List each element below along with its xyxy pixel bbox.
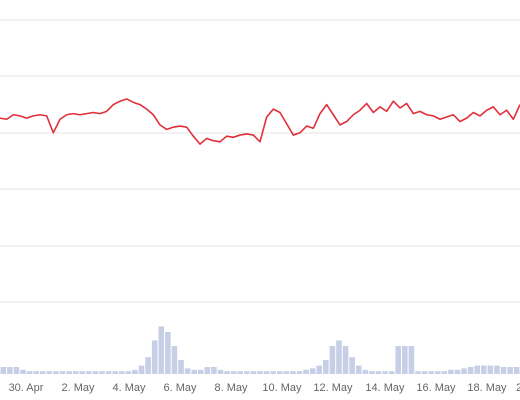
volume-bar xyxy=(402,346,408,374)
x-tick-label: 16. May xyxy=(416,382,456,394)
x-tick-label: 18. May xyxy=(467,382,507,394)
volume-bar xyxy=(303,369,309,374)
volume-bar xyxy=(184,368,191,374)
volume-bar xyxy=(237,371,244,374)
volume-bar xyxy=(329,346,336,374)
volume-bar xyxy=(59,371,66,374)
volume-bar xyxy=(171,346,178,374)
volume-bar xyxy=(138,365,145,374)
x-tick-label: 14. May xyxy=(365,382,405,394)
x-tick-label: 6. May xyxy=(163,382,197,394)
volume-bar xyxy=(382,371,388,374)
volume-bar xyxy=(99,371,105,374)
volume-bar xyxy=(494,365,500,374)
volume-bar xyxy=(336,340,342,374)
volume-bar xyxy=(191,369,197,374)
volume-bar xyxy=(211,367,217,374)
volume-bar xyxy=(467,367,474,374)
volume-bar xyxy=(481,365,487,374)
volume-bar xyxy=(415,371,421,374)
x-tick-label: 2. May xyxy=(61,382,95,394)
x-tick-label: 8. May xyxy=(214,382,248,394)
volume-bar xyxy=(178,360,184,374)
volume-bar xyxy=(92,371,99,374)
volume-bar xyxy=(33,371,39,374)
volume-bar xyxy=(263,371,270,374)
volume-bar xyxy=(257,371,263,374)
volume-bar xyxy=(434,371,441,374)
volume-bar xyxy=(13,367,20,374)
volume-bar xyxy=(86,371,92,374)
volume-bar xyxy=(283,371,290,374)
volume-bar xyxy=(105,371,112,374)
volume-bar xyxy=(151,340,158,374)
volume-bar xyxy=(421,371,428,374)
volume-bar xyxy=(355,365,362,374)
volume-bar xyxy=(250,371,257,374)
volume-bar xyxy=(428,371,434,374)
volume-bar xyxy=(204,367,211,374)
volume-bar xyxy=(276,371,283,374)
volume-bar xyxy=(112,371,118,374)
volume-bar xyxy=(362,369,369,374)
volume-bar xyxy=(395,346,402,374)
volume-bar xyxy=(296,371,303,374)
volume-bar xyxy=(388,371,395,374)
volume-bar xyxy=(309,368,316,374)
price-line xyxy=(0,98,520,145)
volume-bar xyxy=(375,371,382,374)
volume-bar xyxy=(53,371,59,374)
volume-bar xyxy=(507,367,513,374)
volume-bar xyxy=(0,367,7,374)
volume-bar xyxy=(26,371,33,374)
x-tick-label: 10. May xyxy=(262,382,302,394)
x-tick-label: 4. May xyxy=(112,382,146,394)
volume-bar xyxy=(441,371,448,374)
volume-bar xyxy=(290,371,296,374)
volume-bar xyxy=(461,368,467,374)
price-series-line xyxy=(0,98,520,145)
volume-bar xyxy=(487,365,494,374)
volume-bar xyxy=(244,371,250,374)
volume-bar xyxy=(20,369,26,374)
volume-bar xyxy=(66,371,72,374)
volume-bar xyxy=(270,371,276,374)
x-tick-label: 12. May xyxy=(313,382,353,394)
volume-bar xyxy=(230,371,237,374)
volume-bar xyxy=(72,371,79,374)
volume-bar xyxy=(118,371,125,374)
volume-bars xyxy=(0,326,520,374)
x-axis-ticks: 30. Apr 2. May 4. May 6. May 8. May 10. May 12… xyxy=(9,382,520,394)
grid-lines xyxy=(0,19,520,303)
volume-bar xyxy=(145,357,151,374)
volume-bar xyxy=(7,367,13,374)
volume-bar xyxy=(349,357,355,374)
volume-bar xyxy=(39,371,46,374)
volume-bar xyxy=(408,346,415,374)
x-tick-label: 30. Apr xyxy=(9,382,44,394)
volume-bar xyxy=(448,369,454,374)
volume-bar xyxy=(513,367,520,374)
volume-bar xyxy=(217,369,224,374)
volume-bar xyxy=(224,371,230,374)
volume-bar xyxy=(323,360,329,374)
volume-bar xyxy=(474,365,480,374)
volume-bar xyxy=(369,371,375,374)
volume-bar xyxy=(342,346,349,374)
volume-bar xyxy=(132,369,138,374)
volume-bar xyxy=(316,365,323,374)
volume-bar xyxy=(197,369,204,374)
volume-bar xyxy=(125,371,132,374)
volume-bar xyxy=(500,367,507,374)
volume-bar xyxy=(79,371,86,374)
volume-bar xyxy=(165,332,171,374)
volume-bar xyxy=(454,369,461,374)
volume-bar xyxy=(158,326,165,374)
x-tick-label: 2 xyxy=(516,382,520,394)
volume-bar xyxy=(46,371,53,374)
